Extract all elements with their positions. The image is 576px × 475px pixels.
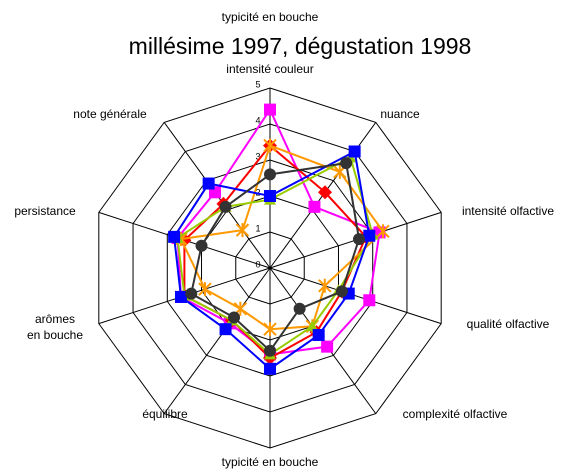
axis-label: nuance bbox=[380, 107, 420, 121]
chart-title: millésime 1997, dégustation 1998 bbox=[129, 33, 472, 59]
r-tick-label: 3 bbox=[255, 151, 260, 161]
marker bbox=[174, 290, 187, 303]
r-tick-label: 2 bbox=[255, 187, 260, 197]
marker bbox=[219, 323, 232, 336]
marker bbox=[228, 311, 241, 324]
r-tick-label: 5 bbox=[255, 79, 260, 89]
marker bbox=[363, 229, 376, 242]
marker bbox=[264, 344, 276, 357]
marker bbox=[168, 230, 181, 243]
spoke bbox=[269, 267, 442, 325]
marker bbox=[376, 224, 390, 239]
axis-label: intensité olfactive bbox=[462, 204, 554, 218]
marker bbox=[195, 239, 208, 252]
r-tick-label: 1 bbox=[255, 223, 260, 233]
axis-label: équilibre bbox=[142, 407, 188, 421]
marker bbox=[363, 294, 376, 307]
axis-label: arômes en bouche bbox=[27, 312, 83, 342]
marker bbox=[202, 177, 215, 190]
axis-label: typicité en bouche bbox=[222, 455, 319, 469]
r-tick-label: 4 bbox=[255, 115, 260, 125]
marker bbox=[312, 328, 325, 341]
axis-label: complexité olfactive bbox=[403, 407, 508, 421]
marker bbox=[198, 282, 212, 297]
marker bbox=[263, 322, 277, 337]
chart-subtitle: typicité en bouche bbox=[222, 10, 319, 24]
marker bbox=[264, 168, 276, 181]
marker bbox=[353, 233, 366, 246]
marker bbox=[219, 200, 232, 213]
marker bbox=[293, 302, 306, 315]
marker bbox=[308, 200, 321, 213]
marker bbox=[321, 340, 334, 353]
marker bbox=[264, 190, 276, 202]
axis-label: qualité olfactive bbox=[467, 317, 550, 331]
axis-label: persistance bbox=[14, 204, 76, 218]
axis-label: intensité couleur bbox=[226, 62, 313, 76]
marker bbox=[185, 287, 198, 300]
marker bbox=[306, 320, 319, 332]
marker bbox=[340, 157, 353, 170]
marker bbox=[318, 278, 332, 293]
marker bbox=[348, 145, 361, 158]
marker bbox=[335, 285, 348, 298]
axis-label: note générale bbox=[73, 107, 147, 121]
marker bbox=[318, 185, 333, 200]
marker bbox=[264, 103, 276, 116]
spoke bbox=[163, 267, 271, 414]
marker bbox=[263, 138, 277, 153]
marker bbox=[264, 362, 276, 375]
marker bbox=[235, 223, 250, 238]
